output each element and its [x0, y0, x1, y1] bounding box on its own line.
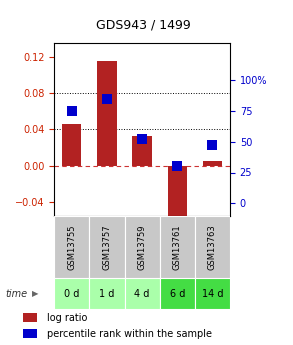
Bar: [125, 278, 160, 309]
Bar: [132, 136, 152, 166]
Bar: [23, 313, 37, 322]
Text: 14 d: 14 d: [202, 289, 223, 298]
Bar: [168, 166, 187, 217]
Bar: [89, 216, 125, 278]
Text: 6 d: 6 d: [170, 289, 185, 298]
Bar: [97, 61, 117, 166]
Bar: [160, 278, 195, 309]
Point: [175, 164, 180, 169]
Text: GSM13761: GSM13761: [173, 224, 182, 270]
Bar: [125, 216, 160, 278]
Point: [105, 96, 109, 101]
Bar: [54, 278, 89, 309]
Bar: [62, 124, 81, 166]
Text: time: time: [6, 289, 28, 298]
Text: GSM13763: GSM13763: [208, 224, 217, 270]
Bar: [195, 216, 230, 278]
Text: GSM13757: GSM13757: [103, 224, 111, 270]
Text: percentile rank within the sample: percentile rank within the sample: [47, 329, 212, 339]
Point: [210, 142, 215, 148]
Text: GDS943 / 1499: GDS943 / 1499: [96, 19, 191, 32]
Bar: [89, 278, 125, 309]
Text: GSM13759: GSM13759: [138, 224, 146, 270]
Point: [69, 108, 74, 114]
Text: log ratio: log ratio: [47, 313, 87, 323]
Bar: [195, 278, 230, 309]
Bar: [160, 216, 195, 278]
Bar: [23, 329, 37, 338]
Text: ▶: ▶: [32, 289, 38, 298]
Text: 0 d: 0 d: [64, 289, 79, 298]
Text: 1 d: 1 d: [99, 289, 115, 298]
Bar: [203, 161, 222, 166]
Point: [140, 137, 144, 142]
Text: GSM13755: GSM13755: [67, 224, 76, 270]
Bar: [54, 216, 89, 278]
Text: 4 d: 4 d: [134, 289, 150, 298]
